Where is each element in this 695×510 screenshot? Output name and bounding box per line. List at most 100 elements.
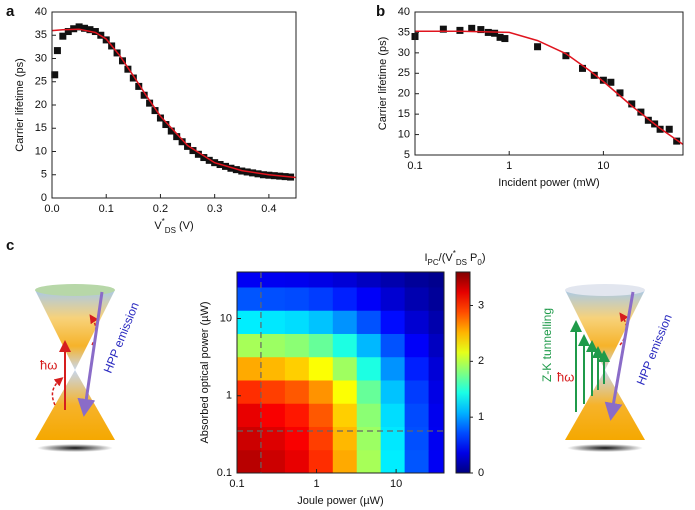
heatmap-cell: [428, 379, 445, 404]
data-point: [259, 171, 267, 179]
y-tick-label: 35: [398, 26, 410, 38]
data-point: [151, 107, 159, 115]
data-point: [491, 29, 499, 37]
heatmap-cell: [356, 333, 382, 358]
heatmap-cell: [284, 449, 310, 474]
heatmap-cell: [428, 449, 445, 474]
y-tick-label: 30: [398, 47, 410, 59]
heatmap-cell: [237, 403, 262, 427]
y-tick-label: 1: [226, 390, 232, 402]
heatmap-cell: [356, 426, 382, 451]
data-point: [194, 150, 202, 158]
x-axis-label: V*DS (V): [154, 217, 193, 235]
heatmap-cell: [380, 333, 406, 358]
heatmap-cell: [380, 426, 406, 451]
heatmap-cell: [308, 403, 334, 427]
label-part: *: [162, 217, 165, 226]
data-point: [599, 76, 607, 84]
heatmap-cell: [260, 286, 286, 311]
label-part: P: [467, 252, 477, 264]
data-point: [91, 28, 99, 36]
heatmap-cell: [284, 272, 310, 288]
y-tick-label: 10: [35, 145, 47, 157]
heatmap-cell: [237, 449, 262, 474]
colorbar-label: IPC/(V*DS P0): [424, 249, 485, 267]
heatmap-cell: [237, 426, 262, 451]
label-part: (V): [176, 220, 194, 232]
heatmap-cell: [332, 449, 358, 474]
fit-line: [51, 28, 297, 179]
data-point: [644, 116, 652, 124]
y-tick-label: 40: [398, 6, 410, 18]
label-part: ): [482, 252, 486, 264]
data-point: [129, 74, 137, 82]
heatmap-cell: [356, 449, 382, 474]
heatmap-cell: [404, 403, 430, 427]
data-point: [665, 125, 673, 133]
data-point: [628, 100, 636, 108]
label-part: 0: [477, 258, 482, 267]
heatmap-cell: [404, 356, 430, 381]
plot-frame: [51, 11, 297, 199]
y-tick-label: 25: [398, 67, 410, 79]
data-point: [578, 64, 586, 72]
data-point: [501, 35, 509, 43]
heatmap-cell: [404, 286, 430, 311]
data-point: [205, 156, 213, 164]
heatmap-cell: [428, 333, 445, 358]
x-tick-label: 1: [506, 160, 512, 172]
heatmap-cell: [380, 272, 406, 288]
y-tick-label: 5: [404, 149, 410, 161]
right-diagram: Z-K tunnelling ħω HPP emission: [540, 284, 675, 452]
heatmap-cell: [332, 403, 358, 427]
y-tick-label: 40: [35, 6, 47, 18]
heatmap-cell: [332, 426, 358, 451]
heatmap-cell: [332, 286, 358, 311]
x-axis-label: Joule power (µW): [297, 495, 383, 507]
data-point: [162, 121, 170, 129]
data-point: [86, 26, 94, 34]
heatmap-cell: [237, 356, 262, 381]
colorbar-tick-label: 2: [478, 355, 484, 367]
y-axis-label: Absorbed optical power (µW): [199, 301, 211, 443]
heatmap-cell: [356, 310, 382, 334]
heatmap-cell: [356, 403, 382, 427]
heatmap-cell: [237, 379, 262, 404]
emission-label: HPP emission: [634, 312, 675, 387]
x-tick-label: 0.1: [229, 478, 244, 490]
heatmap-cell: [380, 379, 406, 404]
y-tick-label: 15: [35, 122, 47, 134]
heatmap-cell: [284, 379, 310, 404]
heatmap-cell: [356, 286, 382, 311]
label-part: V: [154, 220, 162, 232]
heatmap-cell: [356, 272, 382, 288]
heatmap-cell: [308, 379, 334, 404]
colorbar-tick-label: 1: [478, 411, 484, 423]
y-tick-label: 0: [41, 192, 47, 204]
panel-label: c: [6, 237, 14, 254]
heatmap-cell: [308, 333, 334, 358]
heatmap-cell: [284, 310, 310, 334]
heatmap-cell: [237, 272, 262, 288]
data-point: [140, 91, 148, 99]
data-point: [534, 43, 542, 51]
y-tick-label: 20: [35, 99, 47, 111]
heatmap-cell: [332, 272, 358, 288]
panel-label: b: [376, 3, 385, 20]
data-point: [167, 127, 175, 135]
data-point: [178, 138, 186, 146]
heatmap-cell: [260, 426, 286, 451]
heatmap-cell: [260, 356, 286, 381]
heatmap-cell: [428, 310, 445, 334]
heatmap-cell: [284, 286, 310, 311]
data-point: [456, 26, 464, 34]
data-point: [673, 137, 681, 145]
heatmap-cell: [284, 426, 310, 451]
data-point: [51, 71, 59, 79]
y-axis-label: Carrier lifetime (ps): [377, 37, 389, 131]
x-tick-label: 0.2: [153, 203, 168, 215]
data-point: [607, 78, 615, 86]
data-point: [227, 164, 235, 172]
label-part: I: [424, 252, 427, 264]
x-tick-label: 0.0: [44, 203, 59, 215]
